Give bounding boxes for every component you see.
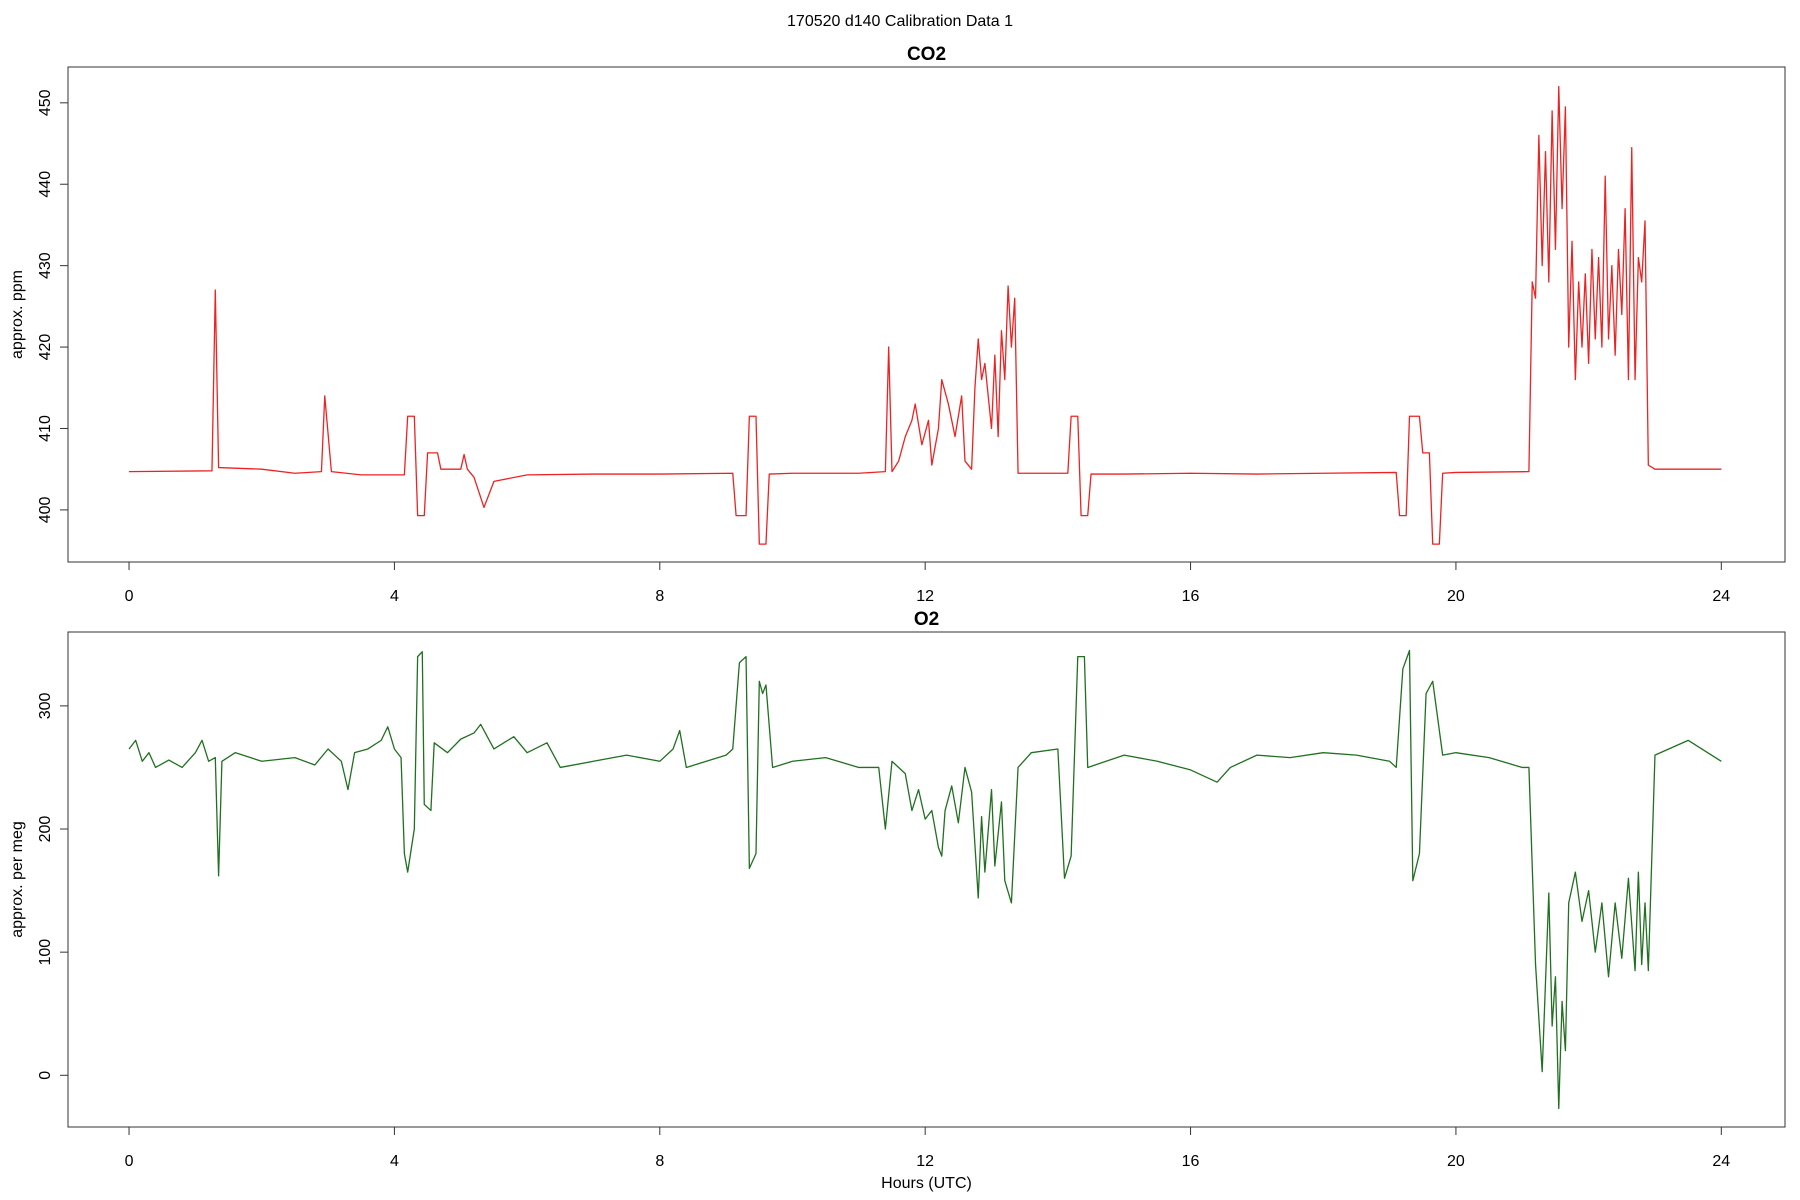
x-tick-label: 12 (916, 1153, 934, 1170)
x-tick-label: 20 (1447, 1153, 1465, 1170)
plot-frame (67, 631, 1786, 1128)
y-axis-label: approx. ppm (9, 270, 26, 359)
x-tick-label: 16 (1182, 1153, 1200, 1170)
x-tick-label: 24 (1712, 588, 1730, 605)
x-tick-label: 20 (1447, 588, 1465, 605)
data-line (129, 85, 1722, 545)
y-tick-label: 410 (37, 415, 54, 442)
page-title: 170520 d140 Calibration Data 1 (787, 13, 1013, 30)
x-tick-label: 8 (655, 1153, 664, 1170)
x-tick-label: 24 (1712, 1153, 1730, 1170)
x-tick-label: 0 (125, 588, 134, 605)
y-tick-label: 300 (37, 692, 54, 719)
x-axis-label: Hours (UTC) (881, 1175, 972, 1192)
x-tick-label: 0 (125, 1153, 134, 1170)
y-tick-label: 400 (37, 496, 54, 523)
x-tick-label: 8 (655, 588, 664, 605)
y-tick-label: 0 (37, 1071, 54, 1080)
x-tick-label: 16 (1182, 588, 1200, 605)
plot-frame (67, 66, 1786, 563)
x-tick-label: 4 (390, 1153, 399, 1170)
y-tick-label: 200 (37, 816, 54, 843)
y-tick-label: 430 (37, 252, 54, 279)
data-line (128, 649, 1722, 1110)
chart-title: O2 (914, 609, 939, 630)
y-tick-label: 440 (37, 171, 54, 198)
y-tick-label: 420 (37, 334, 54, 361)
chart-title: CO2 (907, 44, 946, 65)
y-tick-label: 100 (37, 939, 54, 966)
x-tick-label: 4 (390, 588, 399, 605)
y-axis-label: approx. per meg (9, 821, 26, 938)
y-tick-label: 450 (37, 89, 54, 116)
x-tick-label: 12 (916, 588, 934, 605)
